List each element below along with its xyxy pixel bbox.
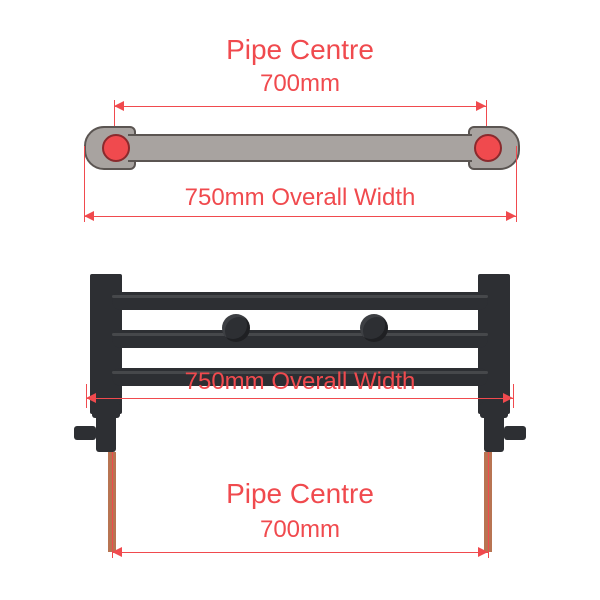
front-pipe-centre-dim-ext-left	[112, 452, 113, 558]
front-pipe-centre-dim-line	[112, 552, 488, 553]
front-valve-right-arm	[504, 426, 526, 440]
top-pipe-centre-dim-arrow-left	[114, 101, 124, 111]
top-overall-width-label: 750mm Overall Width	[0, 184, 600, 212]
top-view-shaft	[128, 134, 472, 162]
front-rail-2-highlight	[112, 333, 488, 336]
front-pipe-centre-dim-ext-right	[488, 452, 489, 558]
top-view-port-right	[474, 134, 502, 162]
top-overall-width-dim-ext-left	[84, 146, 85, 222]
front-rail-1-highlight	[112, 295, 488, 298]
top-overall-width-dim-arrow-left	[84, 211, 94, 221]
front-overall-width-dim-line	[86, 398, 513, 399]
front-valve-left-body	[96, 414, 116, 452]
top-pipe-centre-value: 700mm	[0, 70, 600, 98]
top-overall-width-dim-arrow-right	[506, 211, 516, 221]
front-valve-right-cap	[480, 402, 508, 418]
front-overall-width-label: 750mm Overall Width	[0, 368, 600, 396]
front-pipe-centre-title: Pipe Centre	[0, 478, 600, 510]
front-pipe-centre-dim-arrow-left	[112, 547, 122, 557]
top-overall-width-dim-ext-right	[516, 146, 517, 222]
front-valve-right-body	[484, 414, 504, 452]
top-pipe-centre-title: Pipe Centre	[0, 34, 600, 66]
top-pipe-centre-dim-line	[114, 106, 486, 107]
front-valve-left-cap	[92, 402, 120, 418]
front-pipe-centre-dim-arrow-right	[478, 547, 488, 557]
top-overall-width-dim-line	[84, 216, 516, 217]
top-pipe-centre-dim-arrow-right	[476, 101, 486, 111]
front-bracket-1	[222, 314, 250, 342]
top-view-port-left	[102, 134, 130, 162]
front-bracket-2	[360, 314, 388, 342]
front-valve-left-arm	[74, 426, 96, 440]
front-pipe-centre-value: 700mm	[0, 516, 600, 544]
